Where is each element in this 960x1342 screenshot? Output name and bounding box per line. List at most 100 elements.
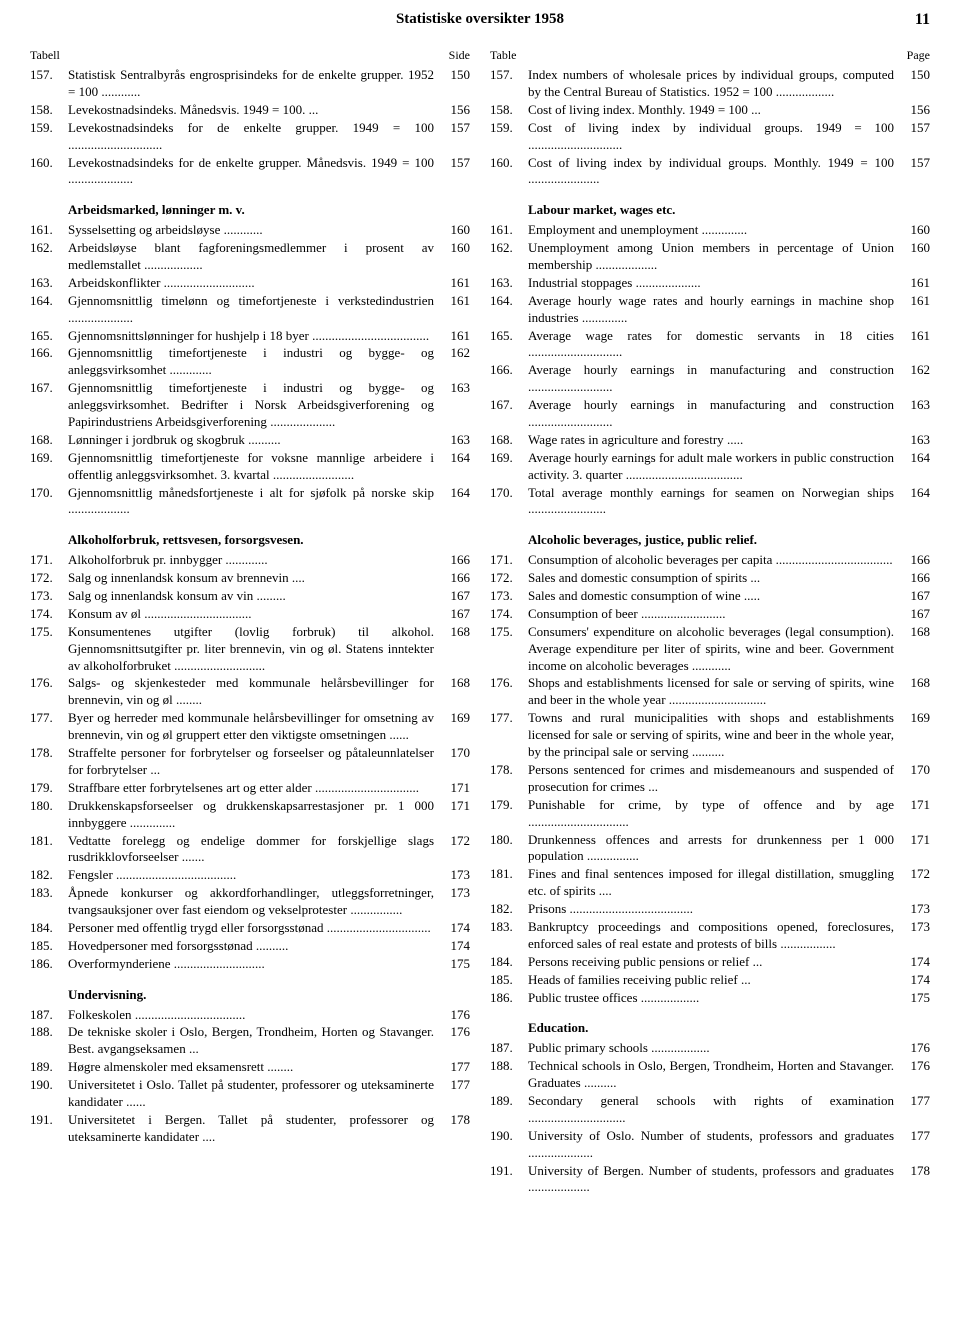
- toc-entry: 169.Gjennomsnittlig timefortjeneste for …: [30, 450, 470, 484]
- entry-number: 185.: [30, 938, 68, 955]
- entry-text: Average wage rates for domestic servants…: [528, 328, 894, 362]
- leader-dots: ..........................: [528, 379, 613, 394]
- leader-dots: ..........: [248, 432, 281, 447]
- entry-number: 188.: [30, 1024, 68, 1041]
- leader-dots: .................................: [144, 606, 251, 621]
- entry-text: Gjennomsnittslønninger for hushjelp i 18…: [68, 328, 434, 345]
- entry-number: 191.: [30, 1112, 68, 1129]
- entry-page: 176: [898, 1040, 930, 1057]
- toc-entry: 189.Secondary general schools with right…: [490, 1093, 930, 1127]
- entry-number: 183.: [490, 919, 528, 936]
- entry-page: 169: [898, 710, 930, 727]
- entry-page: 172: [438, 833, 470, 850]
- toc-entry: 161.Employment and unemployment ........…: [490, 222, 930, 239]
- entry-number: 169.: [30, 450, 68, 467]
- toc-entry: 179.Punishable for crime, by type of off…: [490, 797, 930, 831]
- entry-number: 157.: [490, 67, 528, 84]
- toc-entry: 164.Gjennomsnittlig timelønn og timefort…: [30, 293, 470, 327]
- toc-entry: 163.Industrial stoppages ...............…: [490, 275, 930, 292]
- leader-dots: ....................: [68, 310, 133, 325]
- entry-text: Sysselsetting og arbeidsløyse ..........…: [68, 222, 434, 239]
- entry-page: 160: [898, 222, 930, 239]
- entry-number: 182.: [30, 867, 68, 884]
- entry-text: University of Bergen. Number of students…: [528, 1163, 894, 1197]
- leader-dots: .............................: [68, 137, 162, 152]
- leader-dots: ....................................: [776, 552, 893, 567]
- section-title: Labour market, wages etc.: [528, 202, 930, 219]
- entry-number: 177.: [30, 710, 68, 727]
- entry-text: Salgs- og skjenkesteder med kommunale he…: [68, 675, 434, 709]
- leader-dots: .............................: [528, 137, 622, 152]
- entry-text: Gjennomsnittlig timefortjeneste i indust…: [68, 345, 434, 379]
- toc-entry: 171.Alkoholforbruk pr. innbygger .......…: [30, 552, 470, 569]
- entry-number: 166.: [30, 345, 68, 362]
- entry-number: 184.: [490, 954, 528, 971]
- entry-text: Fengsler ...............................…: [68, 867, 434, 884]
- toc-entry: 172.Salg og innenlandsk konsum av brenne…: [30, 570, 470, 587]
- toc-entry: 170.Total average monthly earnings for s…: [490, 485, 930, 519]
- leader-dots: ..............: [130, 815, 176, 830]
- toc-entry: 162.Arbeidsløyse blant fagforeningsmedle…: [30, 240, 470, 274]
- entry-number: 185.: [490, 972, 528, 989]
- entry-number: 164.: [30, 293, 68, 310]
- entry-number: 169.: [490, 450, 528, 467]
- toc-entry: 186.Overformynderiene ..................…: [30, 956, 470, 973]
- entry-text: Arbeidskonflikter ......................…: [68, 275, 434, 292]
- entry-page: 163: [438, 380, 470, 397]
- entry-text: Drukkenskapsforseelser og drukkenskapsar…: [68, 798, 434, 832]
- entry-page: 161: [898, 275, 930, 292]
- toc-entry: 166.Average hourly earnings in manufactu…: [490, 362, 930, 396]
- leader-dots: ............: [224, 222, 263, 237]
- entry-page: 160: [898, 240, 930, 257]
- entry-page: 175: [438, 956, 470, 973]
- leader-dots: ..........: [256, 938, 289, 953]
- toc-entry: 183.Bankruptcy proceedings and compositi…: [490, 919, 930, 953]
- leader-dots: ...............................: [528, 814, 629, 829]
- entry-page: 174: [898, 972, 930, 989]
- entry-number: 171.: [30, 552, 68, 569]
- leader-dots: ....................................: [626, 467, 743, 482]
- document-title: Statistiske oversikter 1958: [396, 11, 564, 27]
- entry-number: 179.: [490, 797, 528, 814]
- entry-number: 184.: [30, 920, 68, 937]
- column-header-page: Side: [449, 48, 470, 64]
- entry-number: 174.: [30, 606, 68, 623]
- entry-number: 190.: [30, 1077, 68, 1094]
- columns-container: TabellSide157.Statistisk Sentralbyrås en…: [30, 48, 930, 1198]
- toc-entry: 174.Consumption of beer ................…: [490, 606, 930, 623]
- toc-entry: 173.Salg og innenlandsk konsum av vin ..…: [30, 588, 470, 605]
- toc-entry: 184.Persons receiving public pensions or…: [490, 954, 930, 971]
- entry-number: 160.: [490, 155, 528, 172]
- leader-dots: ...................: [68, 501, 130, 516]
- entry-number: 186.: [30, 956, 68, 973]
- leader-dots: ..........: [584, 1075, 617, 1090]
- entry-number: 172.: [490, 570, 528, 587]
- toc-entry: 187.Folkeskolen ........................…: [30, 1007, 470, 1024]
- entry-text: Sales and domestic consumption of wine .…: [528, 588, 894, 605]
- section-title: Education.: [528, 1020, 930, 1037]
- section-title: Alcoholic beverages, justice, public rel…: [528, 532, 930, 549]
- leader-dots: ...: [753, 954, 763, 969]
- entry-text: Total average monthly earnings for seame…: [528, 485, 894, 519]
- toc-entry: 183.Åpnede konkurser og akkordforhandlin…: [30, 885, 470, 919]
- toc-entry: 159.Levekostnadsindeks for de enkelte gr…: [30, 120, 470, 154]
- entry-text: Konsumentenes utgifter (lovlig forbruk) …: [68, 624, 434, 675]
- entry-number: 180.: [30, 798, 68, 815]
- toc-entry: 178.Persons sentenced for crimes and mis…: [490, 762, 930, 796]
- leader-dots: ..................................: [135, 1007, 246, 1022]
- toc-entry: 185.Hovedpersoner med forsorgsstønad ...…: [30, 938, 470, 955]
- leader-dots: ....................................: [312, 328, 429, 343]
- leader-dots: ............: [101, 84, 140, 99]
- entry-number: 166.: [490, 362, 528, 379]
- entry-text: Cost of living index by individual group…: [528, 120, 894, 154]
- entry-text: De tekniske skoler i Oslo, Bergen, Trond…: [68, 1024, 434, 1058]
- entry-text: Industrial stoppages ...................…: [528, 275, 894, 292]
- entry-page: 163: [438, 432, 470, 449]
- entry-text: Folkeskolen ............................…: [68, 1007, 434, 1024]
- entry-page: 164: [898, 485, 930, 502]
- leader-dots: ..................: [776, 84, 835, 99]
- entry-number: 162.: [30, 240, 68, 257]
- leader-dots: ......................: [528, 171, 600, 186]
- leader-dots: ............................: [174, 956, 265, 971]
- section-title: Undervisning.: [68, 987, 470, 1004]
